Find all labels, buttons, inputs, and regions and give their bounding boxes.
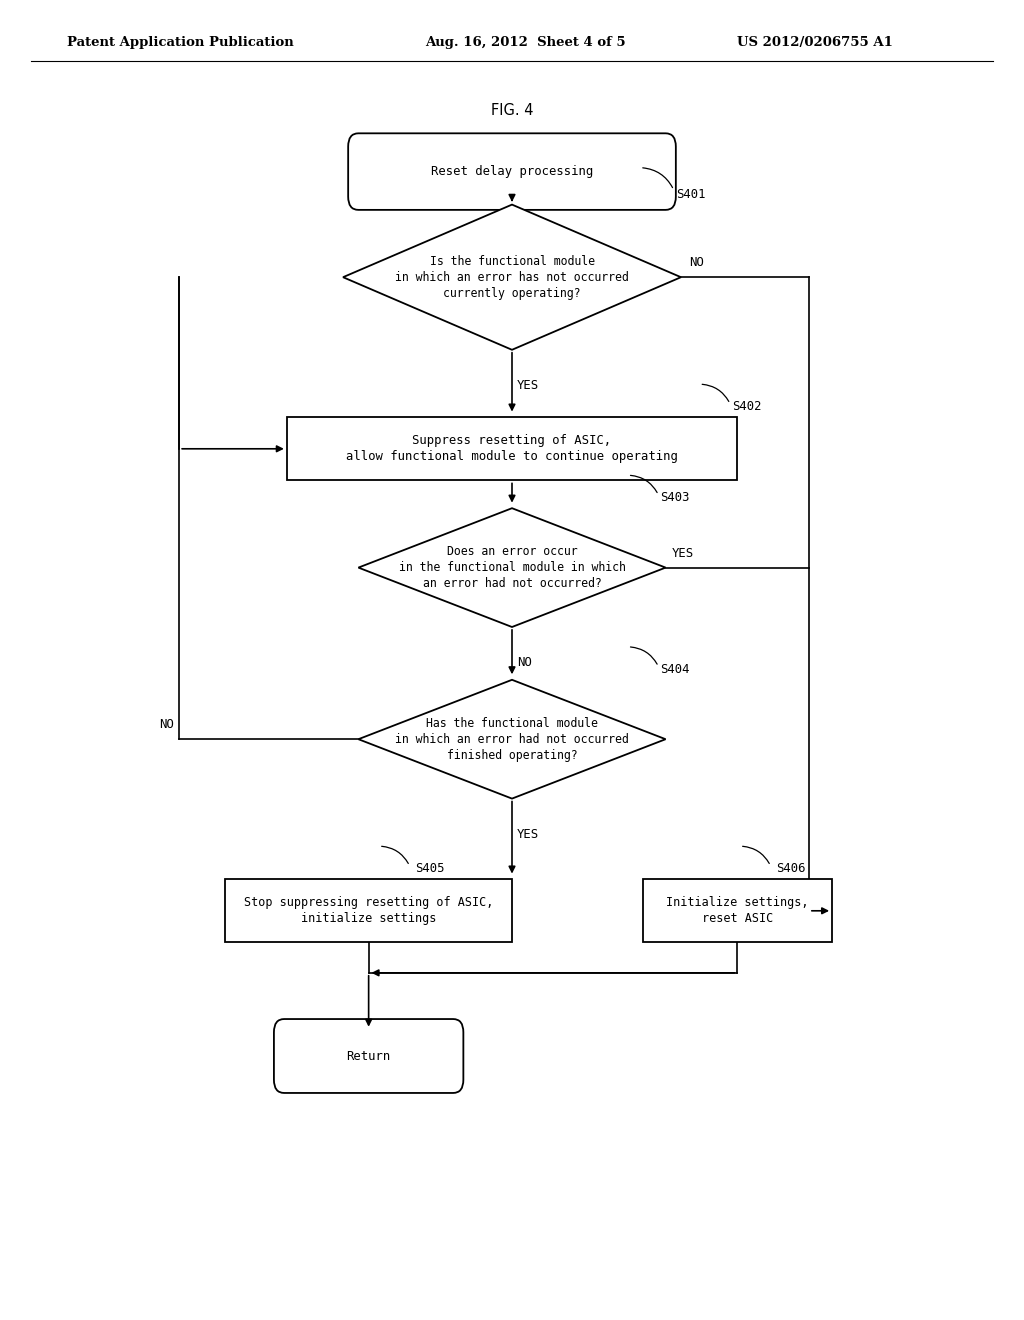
Text: S405: S405 — [415, 862, 444, 875]
Bar — [225, 879, 512, 942]
Text: NO: NO — [689, 256, 703, 269]
Text: Initialize settings,
reset ASIC: Initialize settings, reset ASIC — [666, 896, 809, 925]
Text: S401: S401 — [676, 187, 706, 201]
Text: Aug. 16, 2012  Sheet 4 of 5: Aug. 16, 2012 Sheet 4 of 5 — [425, 36, 626, 49]
Text: FIG. 4: FIG. 4 — [490, 103, 534, 119]
Text: Stop suppressing resetting of ASIC,
initialize settings: Stop suppressing resetting of ASIC, init… — [244, 896, 494, 925]
Bar — [287, 417, 737, 480]
Text: YES: YES — [517, 828, 540, 841]
Text: Does an error occur
in the functional module in which
an error had not occurred?: Does an error occur in the functional mo… — [398, 545, 626, 590]
Text: Return: Return — [346, 1049, 391, 1063]
Text: US 2012/0206755 A1: US 2012/0206755 A1 — [737, 36, 893, 49]
Text: S402: S402 — [732, 400, 762, 413]
Text: Is the functional module
in which an error has not occurred
currently operating?: Is the functional module in which an err… — [395, 255, 629, 300]
Text: Has the functional module
in which an error had not occurred
finished operating?: Has the functional module in which an er… — [395, 717, 629, 762]
Text: Suppress resetting of ASIC,
allow functional module to continue operating: Suppress resetting of ASIC, allow functi… — [346, 434, 678, 463]
Text: NO: NO — [517, 656, 531, 669]
Text: Patent Application Publication: Patent Application Publication — [67, 36, 293, 49]
Polygon shape — [343, 205, 681, 350]
Polygon shape — [358, 680, 666, 799]
Text: YES: YES — [672, 546, 694, 560]
Polygon shape — [358, 508, 666, 627]
Text: NO: NO — [160, 718, 174, 731]
Text: Reset delay processing: Reset delay processing — [431, 165, 593, 178]
Text: S404: S404 — [660, 663, 690, 676]
FancyBboxPatch shape — [348, 133, 676, 210]
FancyBboxPatch shape — [273, 1019, 463, 1093]
Text: S406: S406 — [776, 862, 805, 875]
Bar — [643, 879, 831, 942]
Text: S403: S403 — [660, 491, 690, 504]
Text: YES: YES — [517, 379, 540, 392]
